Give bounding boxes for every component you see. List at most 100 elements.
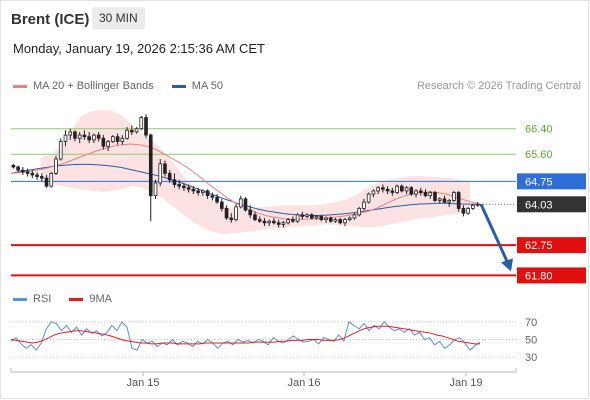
candle <box>238 195 243 209</box>
candle-body <box>433 192 437 201</box>
candle-body <box>191 188 196 192</box>
candle-body <box>390 190 395 193</box>
candle <box>423 189 428 198</box>
candle <box>324 216 328 223</box>
legend-item-ma20-bollinger: MA 20 + Bollinger Bands <box>13 80 154 92</box>
candle-body <box>404 187 409 192</box>
candle-body <box>409 187 414 195</box>
candle-body <box>328 217 333 222</box>
candle <box>215 194 219 204</box>
candle <box>158 159 163 187</box>
candle <box>452 190 456 203</box>
chart-datetime: Monday, January 19, 2026 2:15:36 AM CET <box>13 41 265 56</box>
candle-body <box>248 209 253 216</box>
candle-body <box>395 185 399 193</box>
candle <box>385 186 390 195</box>
level-tag-61.80 <box>517 267 586 284</box>
last-price-label: 64.03 <box>525 199 553 211</box>
candle-body <box>11 164 16 168</box>
candle-body <box>442 198 447 203</box>
candle <box>286 218 290 225</box>
candle <box>196 187 200 196</box>
candle-body <box>120 137 125 142</box>
rsi-9ma-line <box>10 325 480 345</box>
candle-body <box>385 188 390 192</box>
candle-body <box>262 220 267 224</box>
candle-body <box>153 182 158 197</box>
candle-body <box>466 208 470 214</box>
candle <box>139 115 144 131</box>
candle <box>49 171 54 188</box>
candle-body <box>182 185 186 189</box>
level-tag-64.75 <box>517 173 586 190</box>
candle <box>328 216 333 223</box>
candle <box>134 127 139 134</box>
x-tick-label-2: Jan 19 <box>449 377 482 389</box>
candle <box>300 211 305 220</box>
candle-body <box>177 184 181 187</box>
candle-body <box>461 208 466 214</box>
candle <box>63 130 68 147</box>
level-label-65.60: 65.60 <box>525 149 553 161</box>
candle <box>73 130 77 142</box>
candle <box>163 160 167 177</box>
candle-body <box>139 117 144 130</box>
candle-body <box>347 217 352 221</box>
timeframe-button[interactable]: 30 MIN <box>92 7 145 29</box>
candle-body <box>291 219 295 222</box>
candle-body <box>257 219 262 222</box>
candle <box>219 198 224 212</box>
candle-body <box>205 190 210 197</box>
candle-body <box>16 166 20 171</box>
candle <box>39 173 44 182</box>
candle <box>310 213 314 220</box>
candle <box>253 211 257 222</box>
candle <box>129 125 134 136</box>
candle <box>276 219 281 228</box>
candle-body <box>456 192 461 209</box>
candle-body <box>58 141 63 160</box>
candle <box>409 186 414 196</box>
candle-body <box>475 203 480 206</box>
candle-body <box>125 129 129 139</box>
candle <box>357 206 362 217</box>
candle-body <box>418 190 423 193</box>
candle-body <box>210 195 215 198</box>
candle <box>437 197 442 204</box>
candle-body <box>333 219 338 222</box>
candle-body <box>115 136 120 142</box>
candle-body <box>310 214 314 219</box>
candle <box>314 214 319 220</box>
candle-body <box>366 193 371 203</box>
candle-body <box>267 220 272 224</box>
candle-body <box>305 214 309 217</box>
x-axis: Jan 15 Jan 16 Jan 19 <box>10 368 517 389</box>
candle <box>371 189 376 198</box>
candle-body <box>272 220 276 224</box>
candle <box>400 184 404 193</box>
candle-body <box>324 217 328 221</box>
candle-body <box>253 214 257 221</box>
candle <box>58 138 63 161</box>
candle <box>295 213 300 223</box>
candle <box>25 168 30 177</box>
candle <box>333 218 338 223</box>
candle-body <box>224 208 229 219</box>
candle-body <box>129 129 134 133</box>
candle-body <box>286 219 290 224</box>
rsi-pane: 70 50 30 <box>10 317 537 364</box>
candle-body <box>276 222 281 225</box>
candle-body <box>238 198 243 208</box>
candle-body <box>148 134 153 197</box>
rsi-legend: RSI 9MA <box>13 293 130 305</box>
candle <box>77 131 82 144</box>
candle-body <box>357 208 362 216</box>
candle <box>172 173 177 188</box>
candle-body <box>163 163 167 174</box>
candle <box>362 198 366 211</box>
candle-body <box>319 216 324 221</box>
projection-arrow-head <box>501 258 513 272</box>
legend-item-rsi: RSI <box>13 293 51 305</box>
candle-body <box>219 201 224 209</box>
